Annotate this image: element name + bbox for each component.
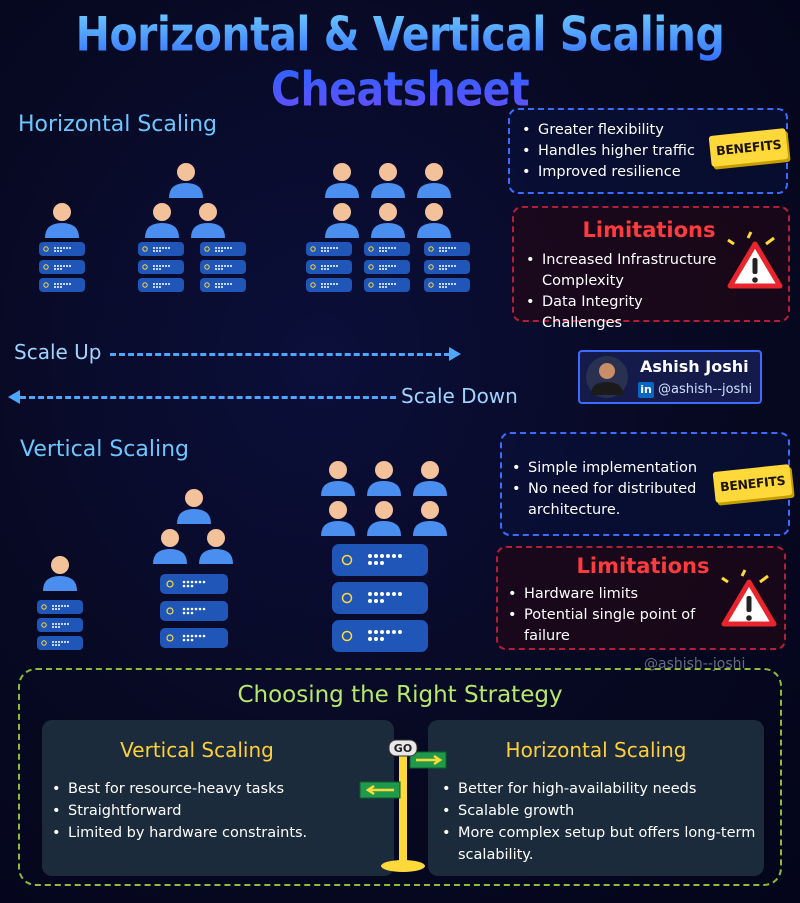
person-icon [153,529,187,564]
person-icon [325,203,359,238]
scale-down-label: Scale Down [401,384,518,408]
list-item: Better for high-availability needs [440,778,758,800]
list-item: Improved resilience [520,162,695,183]
list-item: Increased Infrastructure Complexity [524,250,724,292]
arrow-right-icon [449,347,461,361]
server-icon [306,242,352,292]
server-icon [159,600,229,622]
horizontal-benefits-card: Greater flexibility Handles higher traff… [508,108,789,194]
list-item: Limited by hardware constraints. [50,822,380,844]
server-icon [364,242,410,292]
person-icon [145,203,179,238]
server-icon [159,573,229,595]
strategy-section: Choosing the Right Strategy Vertical Sca… [18,668,782,886]
author-name: Ashish Joshi [640,357,749,376]
person-icon [413,461,447,496]
warning-icon [721,569,777,627]
list-item: Simple implementation [510,458,720,479]
limitations-heading: Limitations [582,218,716,242]
avatar [586,356,628,398]
horizontal-scaling-illustration [20,163,480,310]
person-icon [191,203,225,238]
benefits-badge: BENEFITS [708,128,789,167]
vertical-strategy-list: Best for resource-heavy tasks Straightfo… [50,778,380,844]
horizontal-strategy-list: Better for high-availability needs Scala… [440,778,758,866]
scale-down-line [20,396,396,399]
horizontal-scaling-heading: Horizontal Scaling [18,112,217,137]
server-icon [39,242,85,292]
list-item: Hardware limits [506,584,716,605]
list-item: No need for distributed architecture. [510,479,720,521]
list-item: Potential single point of failure [506,605,716,647]
signpost-icon: GO [359,739,447,872]
author-profile-card[interactable]: Ashish Joshi in @ashish--joshi [578,350,762,404]
limitations-heading: Limitations [576,554,710,578]
person-icon [325,163,359,198]
person-icon [43,556,77,591]
horizontal-limitations-card: Limitations Increased Infrastructure Com… [512,206,790,331]
vertical-scaling-illustration [20,461,447,653]
linkedin-icon: in [638,382,654,398]
scale-up-label: Scale Up [14,340,102,364]
horizontal-strategy-panel: Horizontal Scaling Better for high-avail… [428,720,764,876]
list-item: Handles higher traffic [520,141,695,162]
list-item: Greater flexibility [520,120,695,141]
list-item: Best for resource-heavy tasks [50,778,380,800]
person-icon [367,501,401,536]
person-icon [321,501,355,536]
benefits-badge: BENEFITS [712,464,793,503]
vertical-benefits-card: Simple implementation No need for distri… [500,432,793,536]
server-icon [159,627,229,649]
author-handle: @ashish--joshi [658,382,753,397]
page-title: Horizontal & Vertical Scaling Cheatsheet [0,7,800,117]
vertical-limitations-card: Limitations Hardware limits Potential si… [496,546,786,650]
arrow-left-icon [8,390,20,404]
strategy-heading: Choosing the Right Strategy [237,682,563,708]
horizontal-benefits-list: Greater flexibility Handles higher traff… [520,120,695,183]
scale-up-line [110,353,450,356]
list-item: Data Integrity Challenges [524,292,724,334]
person-icon [45,203,79,238]
person-icon [199,529,233,564]
horizontal-limitations-list: Increased Infrastructure Complexity Data… [524,250,724,334]
vertical-strategy-heading: Vertical Scaling [120,738,274,762]
horizontal-strategy-heading: Horizontal Scaling [505,738,687,762]
vertical-benefits-list: Simple implementation No need for distri… [510,458,720,521]
person-icon [169,163,203,198]
list-item: Scalable growth [440,800,758,822]
server-icon [331,543,429,577]
person-icon [413,501,447,536]
server-icon [200,242,246,292]
list-item: More complex setup but offers long-term … [440,822,758,866]
person-icon [321,461,355,496]
vertical-scaling-heading: Vertical Scaling [20,437,190,462]
signpost-label: GO [394,742,412,755]
person-icon [177,489,211,524]
server-icon [424,242,470,292]
server-icon [37,600,83,650]
server-icon [331,619,429,653]
person-icon [367,461,401,496]
warning-icon [727,231,783,289]
vertical-strategy-panel: Vertical Scaling Best for resource-heavy… [42,720,394,876]
person-icon [417,163,451,198]
server-icon [138,242,184,292]
server-icon [331,581,429,615]
list-item: Straightforward [50,800,380,822]
person-icon [417,203,451,238]
person-icon [371,203,405,238]
vertical-limitations-list: Hardware limits Potential single point o… [506,584,716,647]
person-icon [371,163,405,198]
